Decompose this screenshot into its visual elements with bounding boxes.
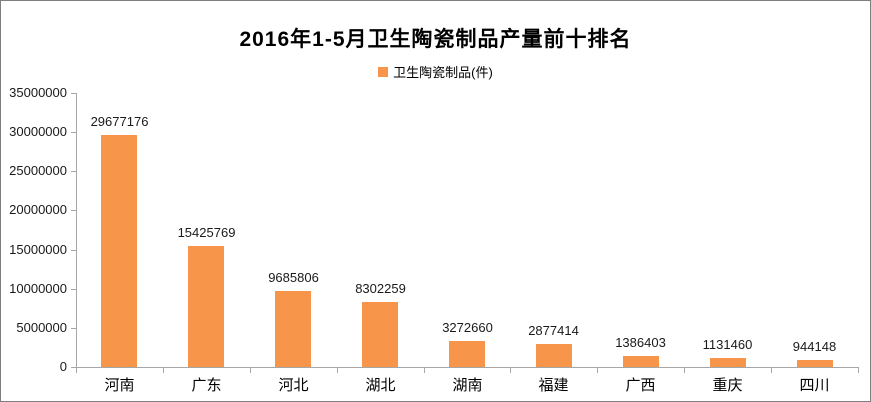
y-axis-label: 35000000	[9, 85, 67, 100]
bar	[623, 356, 659, 367]
category-label: 广西	[625, 377, 656, 394]
x-axis-tick	[163, 368, 164, 373]
y-axis-tick	[71, 328, 76, 329]
chart-title: 2016年1-5月卫生陶瓷制品产量前十排名	[239, 28, 632, 51]
y-axis-line	[76, 93, 77, 368]
x-axis-tick	[76, 368, 77, 373]
y-axis-tick	[71, 132, 76, 133]
y-axis-label: 25000000	[9, 163, 67, 178]
bar	[536, 344, 572, 367]
x-axis-tick	[510, 368, 511, 373]
y-axis-label: 30000000	[9, 124, 67, 139]
category-label: 重庆	[712, 377, 743, 394]
bar-value-label: 15425769	[177, 225, 236, 240]
bar	[188, 246, 224, 367]
y-axis-tick	[71, 250, 76, 251]
x-axis-tick	[597, 368, 598, 373]
bar	[101, 135, 137, 367]
bar	[710, 358, 746, 367]
y-axis-label: 0	[59, 359, 67, 374]
legend: 卫生陶瓷制品(件)	[1, 62, 870, 81]
bar-value-label: 3272660	[442, 320, 493, 335]
y-axis-label: 15000000	[9, 242, 67, 257]
category-label: 四川	[799, 377, 830, 394]
bar-value-label: 944148	[792, 339, 837, 354]
bar	[449, 341, 485, 367]
bar-value-label: 1131460	[702, 337, 753, 352]
y-axis-tick	[71, 367, 76, 368]
bar	[797, 360, 833, 367]
bar	[275, 291, 311, 367]
y-axis-tick	[71, 171, 76, 172]
bar-value-label: 8302259	[355, 281, 406, 296]
y-axis-tick	[71, 210, 76, 211]
x-axis-tick	[771, 368, 772, 373]
y-axis-tick	[71, 289, 76, 290]
y-axis-tick	[71, 93, 76, 94]
bar-value-label: 2877414	[528, 323, 579, 338]
category-label: 河北	[278, 377, 309, 394]
x-axis-tick	[424, 368, 425, 373]
bar-value-label: 9685806	[268, 270, 319, 285]
bar-value-label: 1386403	[615, 335, 666, 350]
category-label: 福建	[538, 377, 569, 394]
category-label: 广东	[191, 377, 222, 394]
bar-value-label: 29677176	[90, 114, 149, 129]
category-label: 河南	[104, 377, 135, 394]
y-axis-label: 10000000	[9, 281, 67, 296]
legend-swatch-icon	[378, 66, 389, 77]
bar	[362, 302, 398, 367]
x-axis-tick	[337, 368, 338, 373]
y-axis-label: 20000000	[9, 202, 67, 217]
x-axis-tick	[250, 368, 251, 373]
x-axis-tick	[684, 368, 685, 373]
legend-label: 卫生陶瓷制品(件)	[393, 65, 493, 80]
category-label: 湖南	[452, 377, 483, 394]
y-axis-label: 5000000	[16, 320, 67, 335]
x-axis-line	[76, 367, 859, 368]
category-label: 湖北	[365, 377, 396, 394]
x-axis-tick	[858, 368, 859, 373]
